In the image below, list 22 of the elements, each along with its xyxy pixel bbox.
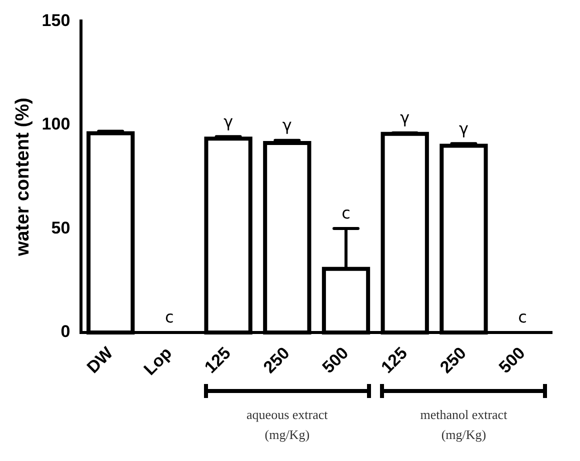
x-tick-label: DW xyxy=(83,342,118,377)
text: aqueous extract (mg/Kg) xyxy=(246,406,329,444)
data-label: c xyxy=(165,308,174,327)
data-label: γ xyxy=(282,116,292,134)
y-axis-title: water content (%) xyxy=(12,98,34,258)
data-label: c xyxy=(342,204,350,223)
x-tick-label: 125 xyxy=(200,343,234,377)
x-tick-label: 250 xyxy=(260,343,294,377)
data-label: γ xyxy=(224,112,234,131)
data-label: γ xyxy=(400,108,410,128)
x-tick-label: 125 xyxy=(378,343,412,377)
y-tick-label: 50 xyxy=(51,218,70,238)
text: methanol extract (mg/Kg) xyxy=(419,406,508,444)
data-label: c xyxy=(518,308,527,327)
x-tick-label: 500 xyxy=(495,343,529,377)
x-tick-label: 250 xyxy=(436,343,470,377)
data-label: γ xyxy=(458,118,468,138)
x-tick-label: Lop xyxy=(140,343,176,379)
y-tick-label: 100 xyxy=(42,114,70,134)
x-tick-label: 500 xyxy=(318,343,352,377)
y-tick-label: 0 xyxy=(60,322,70,342)
y-tick-label: 150 xyxy=(42,10,70,30)
